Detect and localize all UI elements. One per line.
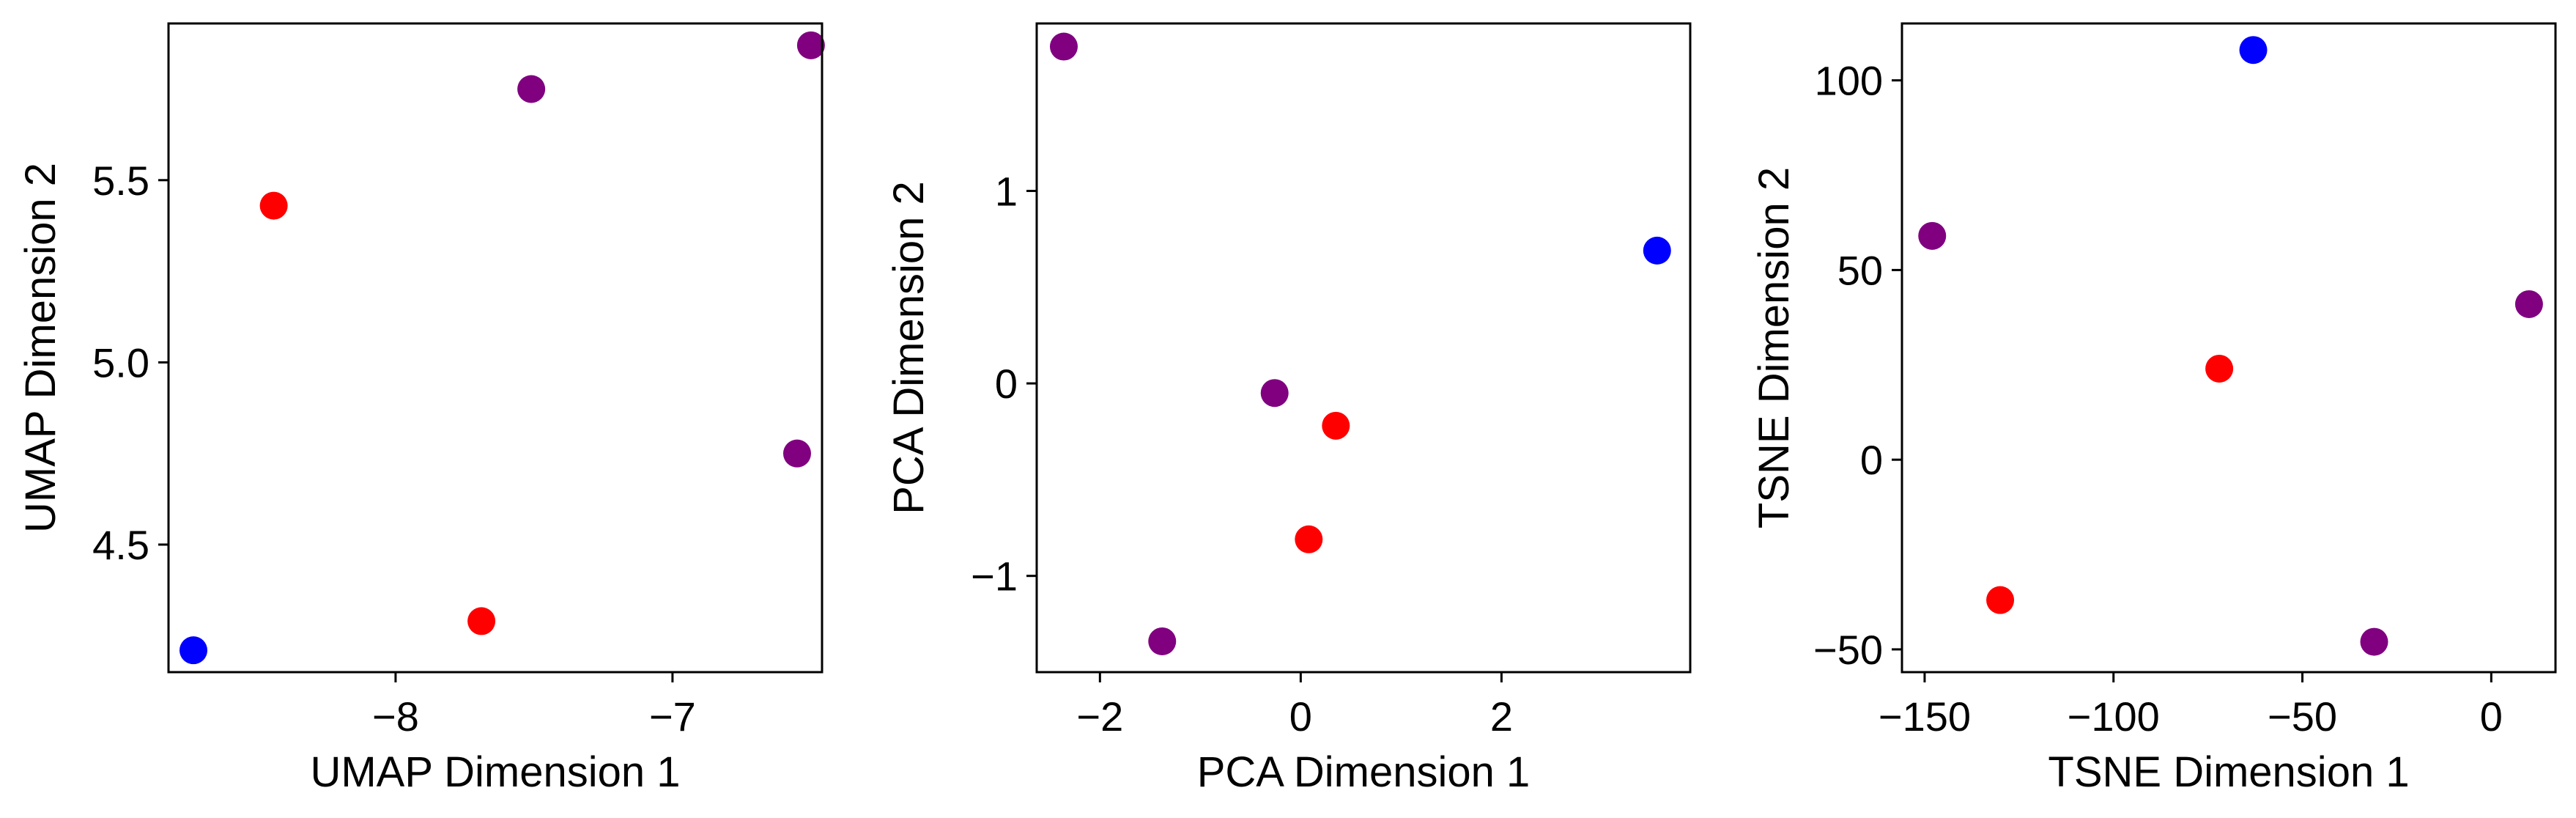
data-point: [1322, 411, 1350, 440]
x-tick-label: −100: [2068, 693, 2160, 740]
x-tick-label: 2: [1490, 693, 1513, 740]
data-point: [782, 439, 811, 468]
y-tick-label: −50: [1813, 627, 1883, 673]
y-axis-label: TSNE Dimension 2: [1750, 167, 1798, 528]
data-point: [2239, 36, 2268, 65]
data-point: [259, 191, 288, 220]
data-point: [1643, 236, 1671, 265]
x-tick-label: −150: [1879, 693, 1971, 740]
x-axis-label: TSNE Dimension 1: [2048, 748, 2409, 796]
x-axis-label: PCA Dimension 1: [1197, 748, 1531, 796]
y-tick-label: 5.5: [92, 158, 149, 204]
x-tick-label: −50: [2268, 693, 2337, 740]
x-tick-label: 0: [2480, 693, 2503, 740]
x-tick-label: −8: [372, 693, 419, 740]
plot-frame: [1900, 22, 2557, 674]
plot-frame: [1035, 22, 1692, 674]
data-point: [796, 31, 825, 59]
data-point: [2360, 627, 2388, 656]
x-tick-label: −2: [1076, 693, 1123, 740]
y-tick-label: 4.5: [92, 522, 149, 568]
data-point: [2514, 290, 2543, 318]
panel-3: −150 −100 −50 0 −50 0 50 100 TSNE Dimension 1 TSN…: [1750, 22, 2557, 796]
x-tick-label: 0: [1289, 693, 1312, 740]
data-point: [1148, 627, 1177, 655]
data-point: [467, 607, 496, 635]
x-tick-label: −7: [649, 693, 696, 740]
y-tick-label: 50: [1837, 247, 1883, 293]
y-tick-label: 1: [995, 168, 1018, 214]
plot-frame: [167, 22, 823, 674]
y-axis-label: UMAP Dimension 2: [17, 163, 64, 533]
y-axis-label: PCA Dimension 2: [885, 181, 933, 515]
panel-1: −8 −7 4.5 5.0 5.5 UMAP Dimension 1 UMAP Dimens…: [17, 22, 825, 796]
panel-2: −2 0 2 −1 0 1 PCA Dimension 1 PCA Dimension 2: [885, 22, 1692, 796]
data-point: [1260, 379, 1289, 408]
data-point: [1986, 586, 2015, 614]
data-point: [179, 636, 208, 665]
y-tick-label: 0: [1860, 437, 1883, 483]
x-axis-label: UMAP Dimension 1: [310, 748, 680, 796]
data-point: [517, 75, 546, 103]
data-point: [1049, 32, 1078, 61]
y-tick-label: 100: [1815, 58, 1883, 104]
data-point: [2205, 354, 2234, 383]
data-point: [1295, 525, 1323, 553]
y-tick-label: 0: [995, 361, 1018, 407]
y-tick-label: 5.0: [92, 339, 149, 386]
data-point: [1918, 221, 1947, 250]
y-tick-label: −1: [971, 553, 1018, 600]
